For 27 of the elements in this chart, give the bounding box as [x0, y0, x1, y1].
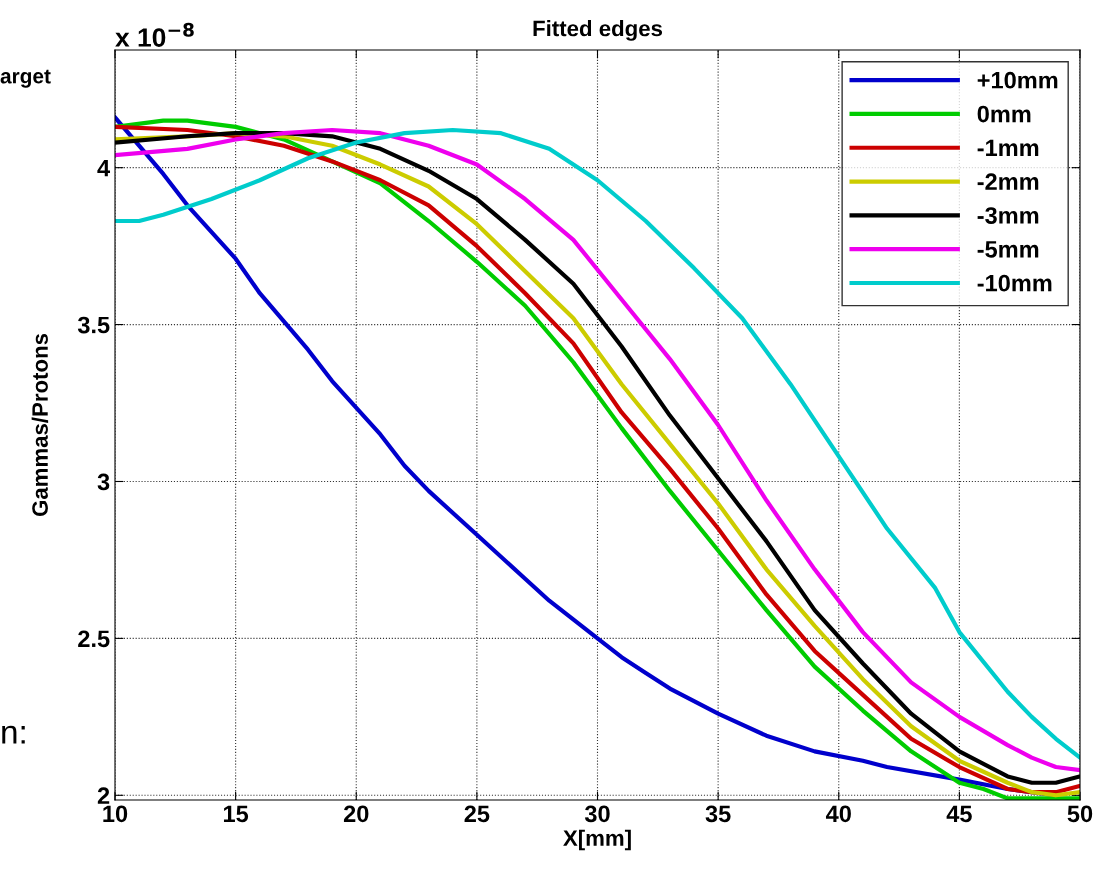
text: x 10$^{−8}$: [115, 22, 194, 47]
legend-label: -2mm: [977, 173, 1039, 190]
legend-label: -3mm: [977, 207, 1039, 224]
x-tick-label: 20: [343, 805, 369, 823]
y-tick-label: 3.5: [77, 316, 110, 334]
x-tick-label: 30: [584, 805, 610, 823]
x-tick-label: 50: [1067, 805, 1093, 823]
legend-label: -10mm: [977, 274, 1052, 292]
x-tick-label: 10: [103, 805, 128, 823]
y-tick-label: 2.5: [78, 630, 110, 648]
y-tick-label: 4: [97, 159, 111, 177]
y-axis-title: Gammas/Protons: [31, 333, 49, 517]
legend-label: 0mm: [977, 105, 1031, 123]
x-tick-label: 35: [705, 805, 731, 823]
y-tick-label: 2: [97, 787, 110, 804]
text: arget: [0, 69, 51, 88]
x-tick-label: 45: [946, 805, 972, 823]
text: n:: [2, 725, 25, 744]
x-tick-label: 25: [464, 805, 490, 823]
x-axis-title: X[mm]: [563, 829, 631, 851]
x-tick-label: 15: [223, 805, 249, 823]
y-tick-label: 3: [97, 473, 110, 491]
legend-label: -5mm: [977, 241, 1039, 258]
legend-label: -1mm: [977, 139, 1039, 156]
chart-title: Fitted edges: [533, 20, 663, 41]
x-tick-label: 40: [825, 805, 851, 823]
legend-label: +10mm: [977, 71, 1058, 89]
